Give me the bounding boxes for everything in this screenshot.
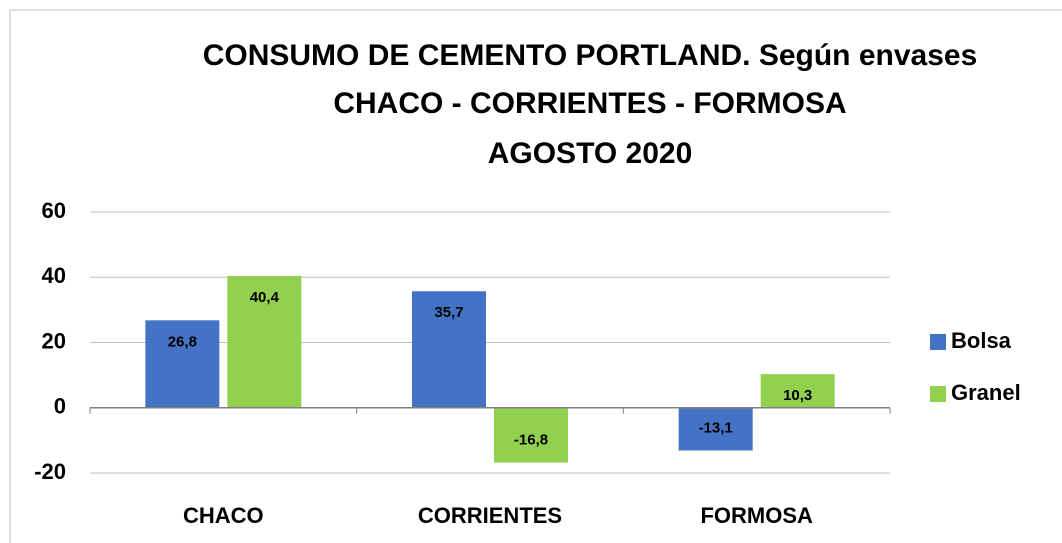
- bar: [227, 275, 302, 408]
- bar: [494, 407, 568, 463]
- legend-label: Granel: [951, 380, 1021, 405]
- y-tick-label: 60: [42, 198, 66, 223]
- chart-title: AGOSTO 2020: [488, 137, 693, 170]
- bar: [760, 374, 835, 408]
- bar: [145, 320, 220, 408]
- data-label: -13,1: [699, 419, 733, 436]
- legend-swatch: [930, 386, 946, 402]
- y-tick-label: -20: [34, 459, 66, 484]
- chart-title: CHACO - CORRIENTES - FORMOSA: [333, 87, 846, 120]
- data-label: 35,7: [434, 304, 463, 321]
- data-label: 40,4: [250, 289, 280, 306]
- x-tick-label: CORRIENTES: [418, 503, 562, 528]
- x-tick-label: CHACO: [183, 503, 264, 528]
- chart-title: CONSUMO DE CEMENTO PORTLAND. Según envas…: [203, 39, 978, 72]
- bar: [678, 407, 753, 451]
- y-tick-label: 0: [54, 394, 66, 419]
- data-label: 10,3: [783, 387, 812, 404]
- bar: [412, 291, 486, 408]
- x-tick-label: FORMOSA: [700, 503, 813, 528]
- data-label: 26,8: [168, 333, 197, 350]
- y-tick-label: 20: [42, 328, 66, 353]
- data-label: -16,8: [514, 432, 548, 449]
- y-tick-label: 40: [42, 263, 66, 288]
- legend-label: Bolsa: [951, 328, 1012, 353]
- legend-swatch: [930, 334, 946, 350]
